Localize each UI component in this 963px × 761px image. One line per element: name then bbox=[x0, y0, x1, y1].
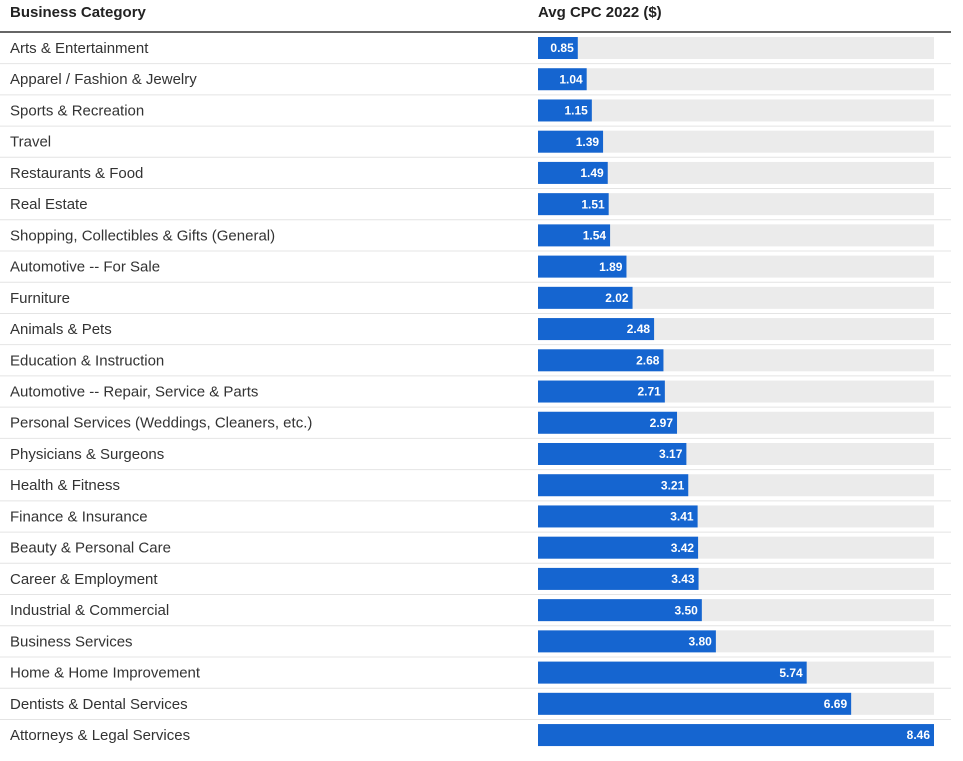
bar-track bbox=[538, 161, 934, 184]
category-label: Career & Employment bbox=[10, 571, 158, 588]
category-label: Finance & Insurance bbox=[10, 508, 148, 525]
bar bbox=[538, 37, 578, 59]
bar bbox=[538, 442, 687, 465]
bar bbox=[538, 661, 807, 684]
bar bbox=[538, 567, 699, 590]
category-label: Automotive -- Repair, Service & Parts bbox=[10, 383, 258, 400]
bar bbox=[538, 599, 702, 622]
value-label: 3.43 bbox=[671, 572, 695, 586]
value-label: 3.21 bbox=[661, 478, 685, 492]
value-label: 5.74 bbox=[779, 666, 803, 680]
category-label: Sports & Recreation bbox=[10, 102, 144, 119]
bar bbox=[538, 99, 592, 122]
category-label: Furniture bbox=[10, 290, 70, 307]
bar-track bbox=[538, 224, 934, 247]
category-label: Industrial & Commercial bbox=[10, 602, 169, 619]
category-label: Real Estate bbox=[10, 196, 88, 213]
category-label: Travel bbox=[10, 134, 51, 151]
value-label: 3.17 bbox=[659, 447, 683, 461]
category-label: Home & Home Improvement bbox=[10, 665, 201, 682]
value-label: 1.51 bbox=[581, 197, 605, 211]
bar bbox=[538, 193, 609, 216]
value-label: 1.39 bbox=[576, 135, 600, 149]
category-label: Animals & Pets bbox=[10, 321, 112, 338]
value-label: 8.46 bbox=[907, 728, 931, 742]
bar bbox=[538, 349, 664, 372]
value-label: 3.80 bbox=[689, 635, 713, 649]
value-label: 1.49 bbox=[580, 166, 604, 180]
value-label: 2.48 bbox=[627, 322, 651, 336]
value-label: 2.71 bbox=[637, 385, 661, 399]
bar bbox=[538, 161, 608, 184]
category-label: Physicians & Surgeons bbox=[10, 446, 164, 463]
category-label: Personal Services (Weddings, Cleaners, e… bbox=[10, 415, 312, 432]
value-label: 2.02 bbox=[605, 291, 629, 305]
category-label: Attorneys & Legal Services bbox=[10, 727, 190, 744]
value-label: 1.04 bbox=[559, 72, 583, 86]
column-header: Avg CPC 2022 ($) bbox=[538, 4, 662, 21]
category-label: Shopping, Collectibles & Gifts (General) bbox=[10, 227, 275, 244]
bar bbox=[538, 130, 604, 153]
category-label: Dentists & Dental Services bbox=[10, 696, 188, 713]
value-label: 2.97 bbox=[650, 416, 674, 430]
category-label: Arts & Entertainment bbox=[10, 40, 149, 57]
category-label: Business Services bbox=[10, 633, 133, 650]
bar-track bbox=[538, 130, 934, 153]
bar-track bbox=[538, 193, 934, 216]
bar bbox=[538, 474, 689, 497]
bar bbox=[538, 536, 699, 559]
category-label: Beauty & Personal Care bbox=[10, 540, 171, 557]
bar bbox=[538, 286, 633, 309]
category-label: Health & Fitness bbox=[10, 477, 120, 494]
bar bbox=[538, 255, 627, 278]
bar-track bbox=[538, 68, 934, 91]
bar bbox=[538, 68, 587, 91]
bar bbox=[538, 318, 655, 341]
bar bbox=[538, 224, 611, 247]
bar-track bbox=[538, 99, 934, 122]
category-label: Automotive -- For Sale bbox=[10, 259, 160, 276]
value-label: 2.68 bbox=[636, 353, 660, 367]
value-label: 3.42 bbox=[671, 541, 695, 555]
value-label: 1.54 bbox=[583, 229, 607, 243]
bar-track bbox=[538, 255, 934, 278]
bar bbox=[538, 692, 852, 715]
column-header: Business Category bbox=[10, 4, 147, 21]
value-label: 1.89 bbox=[599, 260, 623, 274]
bar-track bbox=[538, 286, 934, 309]
value-label: 3.41 bbox=[670, 510, 694, 524]
bar bbox=[538, 411, 678, 434]
bar bbox=[538, 630, 716, 653]
category-label: Education & Instruction bbox=[10, 352, 164, 369]
value-label: 3.50 bbox=[674, 603, 698, 617]
value-label: 1.15 bbox=[564, 104, 588, 118]
bar bbox=[538, 505, 698, 528]
category-label: Apparel / Fashion & Jewelry bbox=[10, 71, 197, 88]
category-label: Restaurants & Food bbox=[10, 165, 143, 182]
value-label: 6.69 bbox=[824, 697, 848, 711]
value-label: 0.85 bbox=[550, 41, 574, 55]
bar-track bbox=[538, 37, 934, 59]
bar bbox=[538, 380, 665, 403]
bar bbox=[538, 724, 934, 747]
